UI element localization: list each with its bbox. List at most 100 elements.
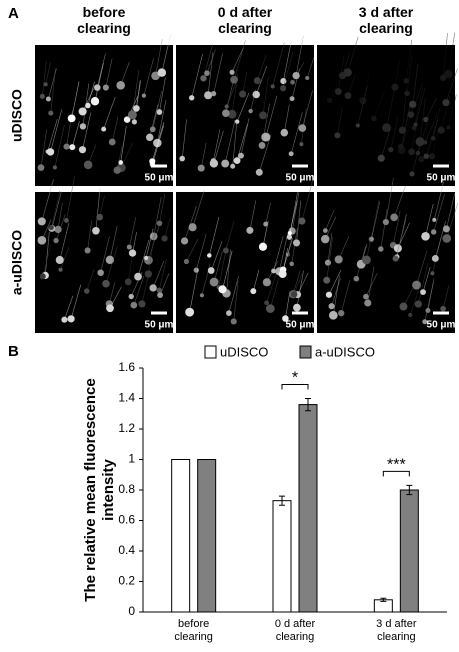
y-tick-label: 0: [128, 604, 135, 618]
neurite: [242, 71, 248, 95]
neurite: [249, 200, 257, 231]
cell: [290, 79, 295, 85]
cell: [149, 158, 156, 165]
cell: [398, 143, 404, 150]
cell: [442, 225, 450, 233]
neurite: [71, 121, 80, 148]
neurite: [422, 267, 431, 293]
cell: [130, 301, 138, 309]
neurite: [213, 129, 221, 161]
x-tick-label: before clearing: [174, 618, 213, 643]
neurite: [158, 259, 167, 291]
neurite: [51, 191, 62, 229]
neurite: [153, 197, 162, 237]
neurite: [413, 88, 423, 129]
cell: [43, 82, 48, 87]
cell: [325, 291, 333, 298]
neurite: [446, 202, 459, 239]
neurite: [266, 272, 277, 303]
cell: [246, 226, 254, 234]
significance-label: *: [292, 370, 298, 387]
cell: [149, 284, 157, 292]
cell: [261, 132, 271, 142]
neurite: [418, 262, 429, 305]
neurite: [148, 229, 156, 275]
neurite: [409, 282, 422, 316]
y-tick-label: 0.2: [118, 574, 135, 588]
cell: [209, 159, 219, 168]
neurite: [367, 266, 375, 304]
cell: [207, 267, 215, 274]
neurite: [159, 194, 166, 224]
cell: [344, 92, 352, 100]
neurite: [82, 112, 92, 150]
neurite: [99, 195, 105, 218]
cell: [359, 97, 367, 105]
cell: [151, 71, 160, 81]
neurite: [133, 275, 145, 306]
cell: [199, 293, 204, 298]
cell: [179, 155, 185, 162]
neurite: [103, 96, 116, 130]
column-header: 0 d after clearing: [217, 4, 273, 36]
column-header: 3 d after clearing: [358, 4, 414, 36]
cell: [289, 96, 295, 102]
cell: [48, 225, 54, 231]
cell: [79, 123, 87, 130]
cell: [293, 303, 301, 312]
neurite: [41, 179, 54, 222]
cell: [431, 254, 439, 262]
cell: [134, 272, 142, 281]
cell: [78, 146, 87, 154]
legend-swatch: [299, 345, 312, 359]
neurite: [329, 77, 341, 101]
cell: [227, 109, 237, 119]
neurite: [401, 103, 411, 149]
cell: [327, 97, 333, 103]
cell: [108, 138, 116, 146]
cell: [430, 135, 436, 141]
neurite: [253, 269, 260, 292]
bar: [399, 489, 419, 613]
cell: [392, 255, 399, 262]
cell: [230, 318, 237, 325]
cell: [382, 123, 391, 132]
neurite: [236, 92, 250, 122]
cell: [224, 104, 229, 109]
cell: [422, 319, 428, 325]
cell: [439, 74, 447, 81]
neurite: [400, 122, 413, 147]
neurite: [82, 88, 94, 112]
neurite: [284, 104, 290, 133]
neurite: [397, 222, 410, 249]
cell: [211, 91, 217, 97]
cell: [431, 229, 437, 235]
neurite: [390, 117, 399, 150]
neurite: [416, 250, 428, 286]
cell: [409, 100, 417, 109]
cell: [193, 267, 199, 273]
neurite: [282, 248, 288, 275]
neurite: [433, 194, 445, 233]
cell: [146, 133, 154, 142]
cell: [141, 93, 147, 98]
neurite: [213, 251, 223, 283]
neurite: [64, 295, 74, 320]
cell: [144, 255, 149, 261]
cell: [280, 128, 289, 137]
neurite: [210, 241, 223, 271]
x-tick-label: 0 d after clearing: [274, 618, 316, 643]
neurite: [421, 123, 429, 160]
cell: [84, 247, 91, 254]
neurite: [152, 260, 165, 289]
cell: [85, 102, 91, 109]
cell: [321, 234, 330, 244]
cell: [382, 218, 389, 226]
cell: [39, 273, 46, 280]
neurite: [184, 205, 197, 242]
neurite: [446, 193, 456, 230]
neurite: [357, 85, 368, 126]
cell: [390, 213, 398, 222]
neurite: [371, 201, 381, 239]
